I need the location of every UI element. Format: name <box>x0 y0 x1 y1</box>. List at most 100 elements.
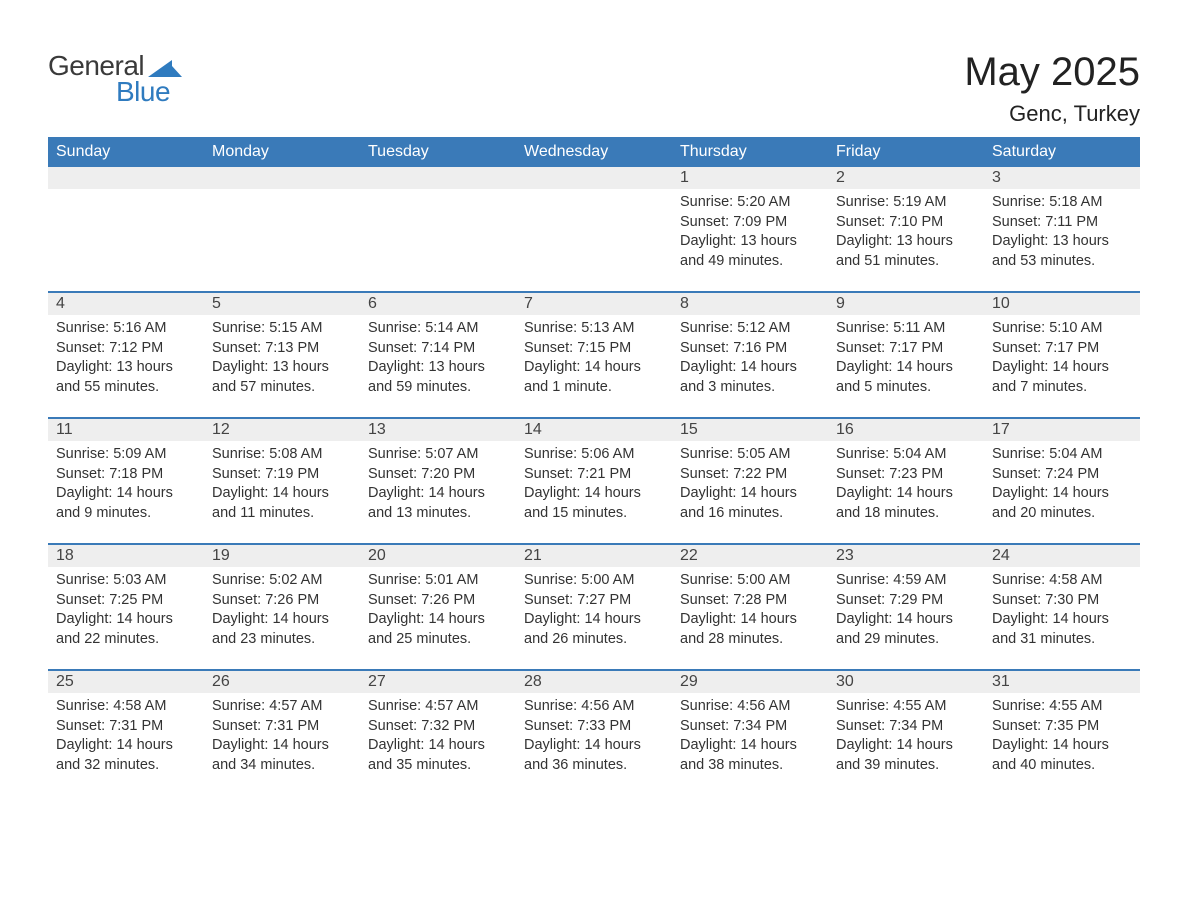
sunrise-text: Sunrise: 4:56 AM <box>524 697 664 717</box>
day-cell: Sunrise: 5:08 AMSunset: 7:19 PMDaylight:… <box>204 441 360 543</box>
sunrise-text: Sunrise: 5:19 AM <box>836 193 976 213</box>
day-cell: Sunrise: 4:57 AMSunset: 7:31 PMDaylight:… <box>204 693 360 795</box>
sunrise-text: Sunrise: 4:57 AM <box>212 697 352 717</box>
sunset-text: Sunset: 7:34 PM <box>680 717 820 737</box>
sunrise-text: Sunrise: 5:04 AM <box>992 445 1132 465</box>
sunrise-text: Sunrise: 5:04 AM <box>836 445 976 465</box>
daylight-text: Daylight: 14 hours and 7 minutes. <box>992 358 1132 397</box>
daylight-text: Daylight: 14 hours and 18 minutes. <box>836 484 976 523</box>
day-number: 26 <box>204 671 360 693</box>
daylight-text: Daylight: 13 hours and 57 minutes. <box>212 358 352 397</box>
day-cell: Sunrise: 5:12 AMSunset: 7:16 PMDaylight:… <box>672 315 828 417</box>
sunset-text: Sunset: 7:26 PM <box>212 591 352 611</box>
day-number: 19 <box>204 545 360 567</box>
sunset-text: Sunset: 7:22 PM <box>680 465 820 485</box>
day-cell: Sunrise: 5:07 AMSunset: 7:20 PMDaylight:… <box>360 441 516 543</box>
day-cell <box>48 189 204 291</box>
day-number: 9 <box>828 293 984 315</box>
dow-thursday: Thursday <box>672 137 828 167</box>
day-body-row: Sunrise: 5:16 AMSunset: 7:12 PMDaylight:… <box>48 315 1140 417</box>
sunset-text: Sunset: 7:31 PM <box>56 717 196 737</box>
sunset-text: Sunset: 7:24 PM <box>992 465 1132 485</box>
dow-friday: Friday <box>828 137 984 167</box>
day-cell: Sunrise: 5:19 AMSunset: 7:10 PMDaylight:… <box>828 189 984 291</box>
day-cell: Sunrise: 5:18 AMSunset: 7:11 PMDaylight:… <box>984 189 1140 291</box>
day-number <box>48 167 204 189</box>
sunset-text: Sunset: 7:23 PM <box>836 465 976 485</box>
sunset-text: Sunset: 7:20 PM <box>368 465 508 485</box>
day-number-row: 45678910 <box>48 293 1140 315</box>
daylight-text: Daylight: 14 hours and 39 minutes. <box>836 736 976 775</box>
day-number: 25 <box>48 671 204 693</box>
day-number: 28 <box>516 671 672 693</box>
week-row: 45678910Sunrise: 5:16 AMSunset: 7:12 PMD… <box>48 291 1140 417</box>
day-number: 2 <box>828 167 984 189</box>
sunset-text: Sunset: 7:29 PM <box>836 591 976 611</box>
day-number: 17 <box>984 419 1140 441</box>
daylight-text: Daylight: 14 hours and 9 minutes. <box>56 484 196 523</box>
sunrise-text: Sunrise: 5:08 AM <box>212 445 352 465</box>
day-cell: Sunrise: 4:58 AMSunset: 7:31 PMDaylight:… <box>48 693 204 795</box>
day-number: 14 <box>516 419 672 441</box>
day-cell: Sunrise: 5:13 AMSunset: 7:15 PMDaylight:… <box>516 315 672 417</box>
sunrise-text: Sunrise: 4:58 AM <box>56 697 196 717</box>
day-cell: Sunrise: 5:00 AMSunset: 7:28 PMDaylight:… <box>672 567 828 669</box>
daylight-text: Daylight: 13 hours and 51 minutes. <box>836 232 976 271</box>
dow-saturday: Saturday <box>984 137 1140 167</box>
sunset-text: Sunset: 7:26 PM <box>368 591 508 611</box>
day-cell: Sunrise: 4:55 AMSunset: 7:35 PMDaylight:… <box>984 693 1140 795</box>
sunset-text: Sunset: 7:18 PM <box>56 465 196 485</box>
sunrise-text: Sunrise: 5:09 AM <box>56 445 196 465</box>
day-number: 1 <box>672 167 828 189</box>
sunrise-text: Sunrise: 5:01 AM <box>368 571 508 591</box>
sunrise-text: Sunrise: 5:05 AM <box>680 445 820 465</box>
sunrise-text: Sunrise: 5:10 AM <box>992 319 1132 339</box>
day-cell: Sunrise: 5:03 AMSunset: 7:25 PMDaylight:… <box>48 567 204 669</box>
sunrise-text: Sunrise: 5:00 AM <box>524 571 664 591</box>
sunset-text: Sunset: 7:30 PM <box>992 591 1132 611</box>
daylight-text: Daylight: 14 hours and 31 minutes. <box>992 610 1132 649</box>
sunset-text: Sunset: 7:17 PM <box>992 339 1132 359</box>
dow-sunday: Sunday <box>48 137 204 167</box>
daylight-text: Daylight: 14 hours and 3 minutes. <box>680 358 820 397</box>
day-cell: Sunrise: 5:02 AMSunset: 7:26 PMDaylight:… <box>204 567 360 669</box>
daylight-text: Daylight: 14 hours and 5 minutes. <box>836 358 976 397</box>
sunset-text: Sunset: 7:32 PM <box>368 717 508 737</box>
sunset-text: Sunset: 7:27 PM <box>524 591 664 611</box>
header-row: General Blue May 2025 Genc, Turkey <box>48 50 1140 127</box>
day-number <box>516 167 672 189</box>
day-number: 15 <box>672 419 828 441</box>
sunrise-text: Sunrise: 4:55 AM <box>992 697 1132 717</box>
sunset-text: Sunset: 7:28 PM <box>680 591 820 611</box>
week-row: 123 Sunrise: 5:20 AMSunset: 7:09 PMDaylig… <box>48 167 1140 291</box>
day-number: 3 <box>984 167 1140 189</box>
sunset-text: Sunset: 7:31 PM <box>212 717 352 737</box>
day-cell: Sunrise: 5:20 AMSunset: 7:09 PMDaylight:… <box>672 189 828 291</box>
dow-wednesday: Wednesday <box>516 137 672 167</box>
day-number: 21 <box>516 545 672 567</box>
sunrise-text: Sunrise: 5:16 AM <box>56 319 196 339</box>
sunrise-text: Sunrise: 5:14 AM <box>368 319 508 339</box>
day-cell: Sunrise: 5:01 AMSunset: 7:26 PMDaylight:… <box>360 567 516 669</box>
sunset-text: Sunset: 7:34 PM <box>836 717 976 737</box>
sunset-text: Sunset: 7:10 PM <box>836 213 976 233</box>
day-cell: Sunrise: 5:04 AMSunset: 7:23 PMDaylight:… <box>828 441 984 543</box>
daylight-text: Daylight: 13 hours and 55 minutes. <box>56 358 196 397</box>
daylight-text: Daylight: 14 hours and 22 minutes. <box>56 610 196 649</box>
sunrise-text: Sunrise: 4:57 AM <box>368 697 508 717</box>
sunset-text: Sunset: 7:09 PM <box>680 213 820 233</box>
day-cell: Sunrise: 5:10 AMSunset: 7:17 PMDaylight:… <box>984 315 1140 417</box>
sunrise-text: Sunrise: 5:15 AM <box>212 319 352 339</box>
daylight-text: Daylight: 14 hours and 11 minutes. <box>212 484 352 523</box>
day-number: 10 <box>984 293 1140 315</box>
day-cell: Sunrise: 5:00 AMSunset: 7:27 PMDaylight:… <box>516 567 672 669</box>
daylight-text: Daylight: 14 hours and 32 minutes. <box>56 736 196 775</box>
sunrise-text: Sunrise: 5:13 AM <box>524 319 664 339</box>
daylight-text: Daylight: 13 hours and 59 minutes. <box>368 358 508 397</box>
day-number: 22 <box>672 545 828 567</box>
daylight-text: Daylight: 14 hours and 36 minutes. <box>524 736 664 775</box>
daylight-text: Daylight: 14 hours and 29 minutes. <box>836 610 976 649</box>
day-number: 18 <box>48 545 204 567</box>
day-cell: Sunrise: 5:16 AMSunset: 7:12 PMDaylight:… <box>48 315 204 417</box>
day-number: 12 <box>204 419 360 441</box>
